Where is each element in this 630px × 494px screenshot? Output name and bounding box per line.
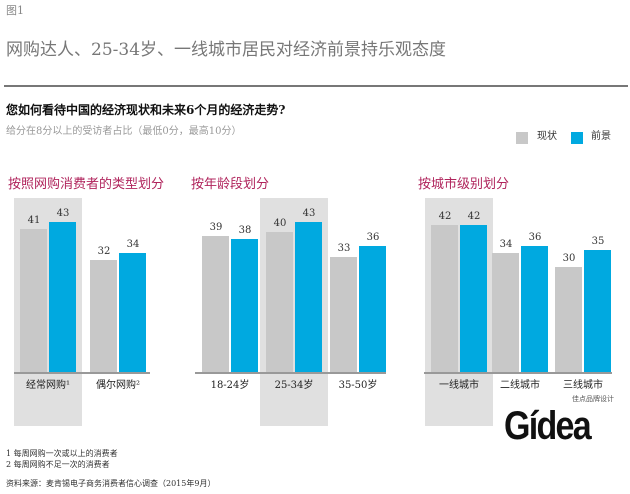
panel-title: 按年龄段划分 [191, 177, 270, 192]
data-label: 36 [528, 232, 542, 243]
source-note: 资料来源：麦肯锡电子商务消费者信心调查（2015年9月） [6, 479, 216, 488]
bar-outlook [119, 253, 146, 372]
data-label: 36 [366, 232, 380, 243]
bar-current [555, 267, 582, 372]
footnote-1: 1 每周网购一次或以上的消费者 [6, 449, 118, 458]
logo: Gídea [504, 404, 592, 448]
data-label: 34 [126, 239, 140, 250]
bar-current [20, 228, 47, 372]
bar-outlook [295, 221, 322, 372]
data-label: 41 [27, 214, 41, 226]
bar-outlook [49, 221, 76, 372]
figure-label: 图1 [6, 4, 24, 17]
data-label: 30 [562, 253, 576, 264]
data-label: 40 [273, 218, 287, 229]
panel-title: 按照网购消费者的类型划分 [8, 177, 165, 192]
category-label: 二线城市 [500, 380, 540, 391]
bar-outlook [460, 225, 487, 372]
data-label: 43 [56, 207, 70, 219]
data-label: 35 [591, 235, 605, 247]
bar-outlook [359, 246, 386, 372]
footnote-2: 2 每周网购不足一次的消费者 [6, 460, 110, 469]
category-label: 经常网购¹ [25, 380, 70, 391]
bar-current [431, 225, 458, 372]
data-label: 34 [499, 239, 513, 250]
question: 您如何看待中国的经济现状和未来6个月的经济走势? [6, 103, 286, 117]
title-divider [4, 85, 628, 87]
category-label: 25-34岁 [274, 380, 314, 391]
bar-outlook [584, 249, 611, 372]
legend-swatch-current [516, 132, 528, 144]
panel-title: 按城市级别划分 [418, 177, 510, 192]
data-label: 38 [238, 225, 252, 236]
bar-outlook [231, 239, 258, 372]
subtitle: 给分在8分以上的受访者占比（最低0分，最高10分） [6, 126, 242, 137]
data-label: 43 [302, 207, 316, 219]
page-title: 网购达人、25-34岁、一线城市居民对经济前景持乐观态度 [6, 40, 447, 60]
category-label: 三线城市 [563, 380, 603, 391]
data-label: 39 [209, 221, 223, 233]
bar-current [266, 232, 293, 372]
category-label: 35-50岁 [338, 380, 378, 391]
legend-label-outlook: 前景 [591, 131, 611, 142]
logo-tagline: 佳点品牌设计 [572, 396, 614, 403]
x-axis [424, 372, 612, 374]
data-label: 33 [337, 242, 351, 254]
category-label: 一线城市 [439, 380, 479, 391]
data-label: 42 [438, 211, 452, 222]
x-axis [195, 372, 386, 374]
data-label: 42 [467, 211, 481, 222]
legend-swatch-outlook [571, 132, 583, 144]
bar-current [90, 260, 117, 372]
data-label: 32 [97, 246, 111, 257]
legend-label-current: 现状 [537, 131, 557, 142]
x-axis [14, 372, 150, 374]
bar-current [202, 235, 229, 372]
category-label: 偶尔网购² [95, 380, 140, 391]
bar-outlook [521, 246, 548, 372]
category-label: 18-24岁 [210, 380, 250, 391]
bar-current [330, 256, 357, 372]
bar-current [492, 253, 519, 372]
